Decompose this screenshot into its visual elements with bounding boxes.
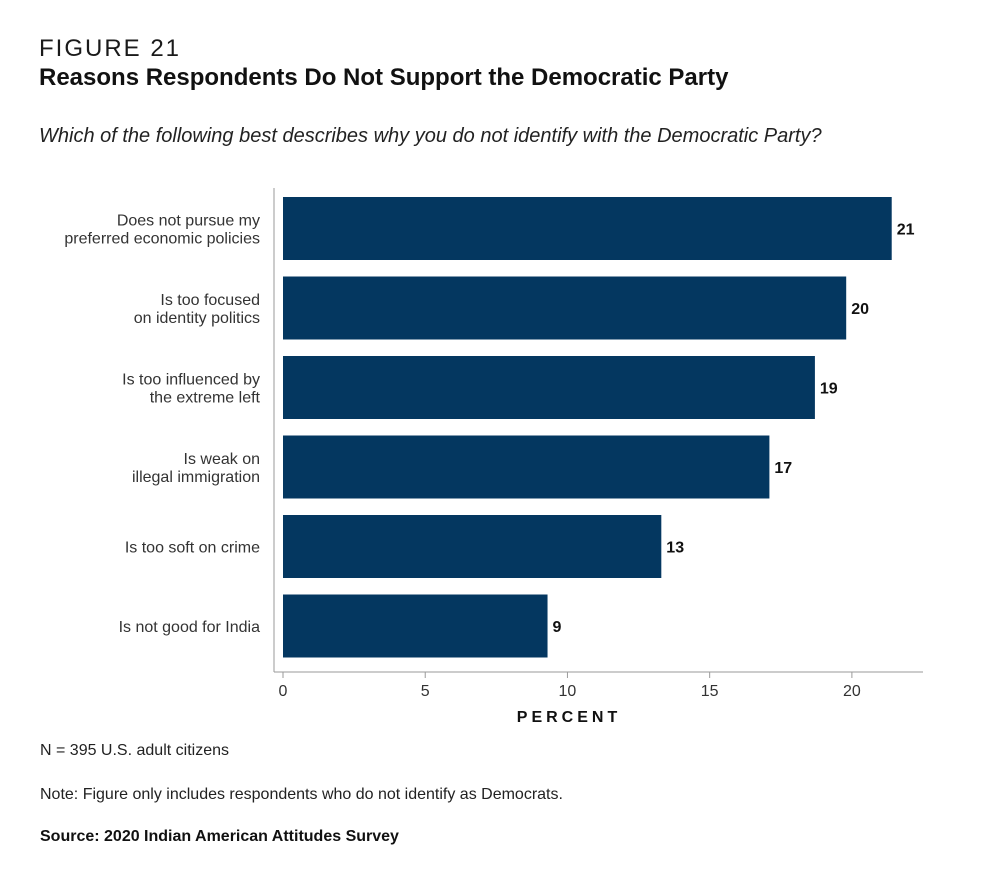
sample-size-note: N = 395 U.S. adult citizens bbox=[40, 742, 229, 759]
category-label: Is too focused bbox=[160, 292, 260, 309]
bar bbox=[283, 356, 815, 419]
x-axis-label: PERCENT bbox=[517, 709, 621, 726]
x-tick-label: 10 bbox=[559, 683, 577, 700]
category-label: Is too influenced by bbox=[122, 372, 260, 389]
x-tick-label: 0 bbox=[279, 683, 288, 700]
category-label: the extreme left bbox=[150, 390, 261, 407]
source-note: Source: 2020 Indian American Attitudes S… bbox=[40, 828, 399, 845]
bar-value-label: 20 bbox=[851, 301, 869, 318]
category-label: Is weak on bbox=[184, 451, 260, 468]
bar bbox=[283, 276, 847, 340]
category-label: illegal immigration bbox=[132, 469, 260, 486]
category-label: Is not good for India bbox=[119, 619, 261, 636]
x-tick-label: 5 bbox=[421, 683, 430, 700]
bar bbox=[283, 435, 770, 499]
figure-label: FIGURE 21 bbox=[39, 35, 182, 62]
bar bbox=[283, 594, 548, 658]
chart-subtitle: Which of the following best describes wh… bbox=[39, 125, 822, 147]
bar-value-label: 13 bbox=[666, 540, 684, 557]
x-tick-label: 20 bbox=[843, 683, 861, 700]
bar-value-label: 17 bbox=[774, 460, 792, 477]
x-tick-label: 15 bbox=[701, 683, 719, 700]
bar-value-label: 19 bbox=[820, 381, 838, 398]
category-label: Does not pursue my bbox=[117, 213, 260, 230]
category-label: on identity politics bbox=[134, 310, 260, 327]
category-label: Is too soft on crime bbox=[125, 540, 260, 557]
bar-value-label: 21 bbox=[897, 222, 915, 239]
chart-title: Reasons Respondents Do Not Support the D… bbox=[39, 64, 729, 91]
figure-note: Note: Figure only includes respondents w… bbox=[40, 786, 563, 803]
bar bbox=[283, 515, 662, 578]
bar-value-label: 9 bbox=[553, 619, 562, 636]
bar bbox=[283, 197, 892, 260]
category-label: preferred economic policies bbox=[64, 231, 260, 248]
